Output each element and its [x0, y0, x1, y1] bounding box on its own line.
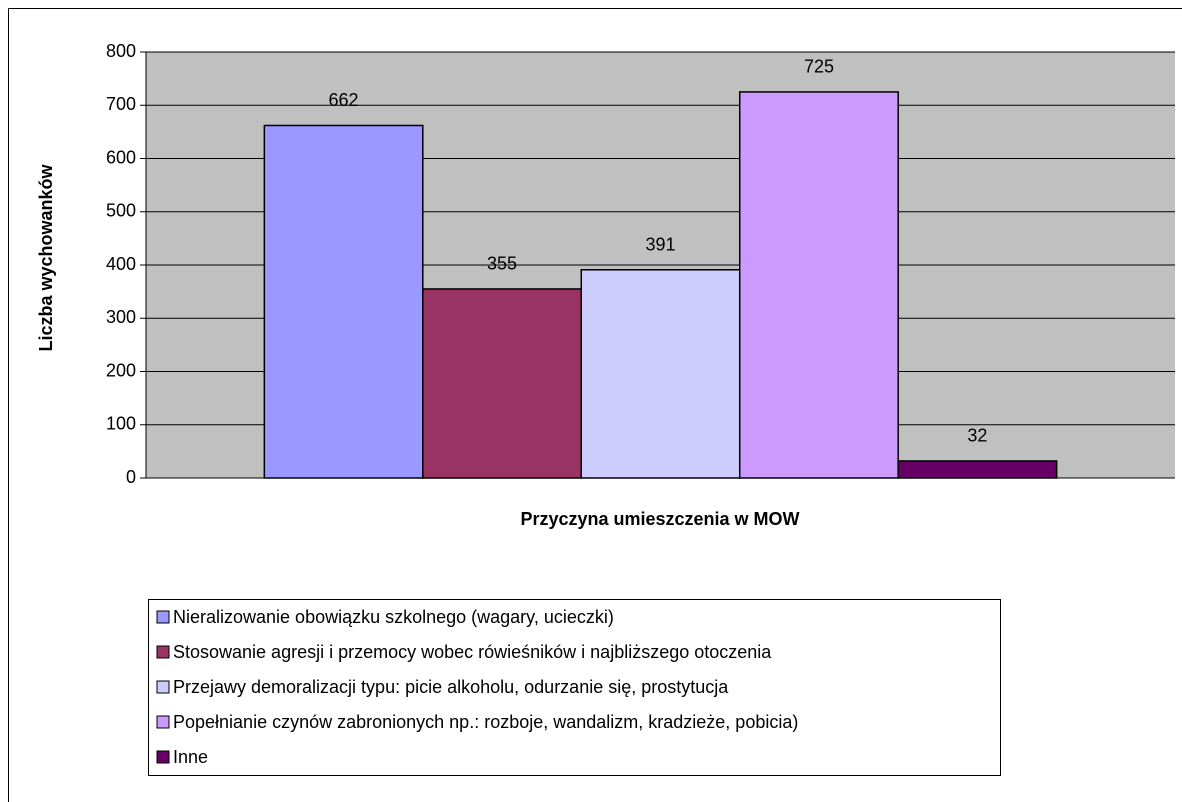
value-label: 662 — [329, 90, 359, 110]
value-label: 32 — [967, 426, 987, 446]
y-tick-label: 700 — [106, 94, 136, 114]
y-tick-label: 0 — [126, 467, 136, 487]
bar — [897, 460, 1058, 479]
legend-label: Popełnianie czynów zabronionych np.: roz… — [173, 712, 798, 732]
legend-label: Nieralizowanie obowiązku szkolnego (waga… — [173, 607, 614, 627]
value-label: 355 — [487, 254, 517, 274]
y-tick-label: 400 — [106, 254, 136, 274]
y-tick-label: 600 — [106, 147, 136, 167]
y-tick-label: 500 — [106, 201, 136, 221]
legend-label: Przejawy demoralizacji typu: picie alkoh… — [173, 677, 729, 697]
bar — [738, 91, 899, 479]
y-tick-label: 300 — [106, 307, 136, 327]
value-label: 391 — [645, 235, 675, 255]
y-tick-label: 800 — [106, 41, 136, 61]
y-tick-label: 200 — [106, 360, 136, 380]
bar — [263, 124, 424, 479]
legend-swatch — [156, 645, 170, 659]
legend-label: Inne — [173, 747, 208, 767]
legend-box — [148, 599, 1001, 776]
legend: Nieralizowanie obowiązku szkolnego (waga… — [148, 599, 1001, 776]
legend-swatch — [156, 750, 170, 764]
y-tick-label: 100 — [106, 414, 136, 434]
legend-swatch — [156, 715, 170, 729]
y-axis-title: Liczba wychowanków — [36, 163, 56, 351]
value-label: 725 — [804, 57, 834, 77]
legend-swatch — [156, 610, 170, 624]
bar — [422, 288, 583, 479]
bar — [580, 269, 741, 479]
legend-swatch — [156, 680, 170, 694]
legend-label: Stosowanie agresji i przemocy wobec rówi… — [173, 642, 772, 662]
x-axis-title: Przyczyna umieszczenia w MOW — [520, 509, 799, 529]
